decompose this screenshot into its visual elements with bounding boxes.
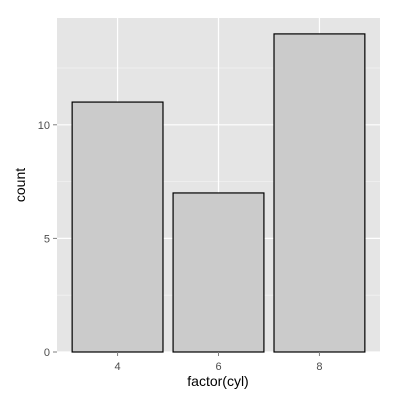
bar-8 [273,33,366,353]
bar-6 [172,192,265,353]
y-axis: 0 5 10 [38,120,57,359]
y-tick-label: 10 [38,120,50,132]
x-tick-label: 4 [115,361,121,373]
y-tick-label: 0 [44,347,50,359]
x-tick-label: 6 [215,361,221,373]
x-axis: 4 6 8 [115,352,323,373]
bars [71,33,366,353]
bar-4 [71,101,164,353]
x-tick-label: 8 [316,361,322,373]
x-axis-title: factor(cyl) [187,373,248,389]
y-tick-label: 5 [44,233,50,245]
y-axis-title: count [12,168,28,202]
